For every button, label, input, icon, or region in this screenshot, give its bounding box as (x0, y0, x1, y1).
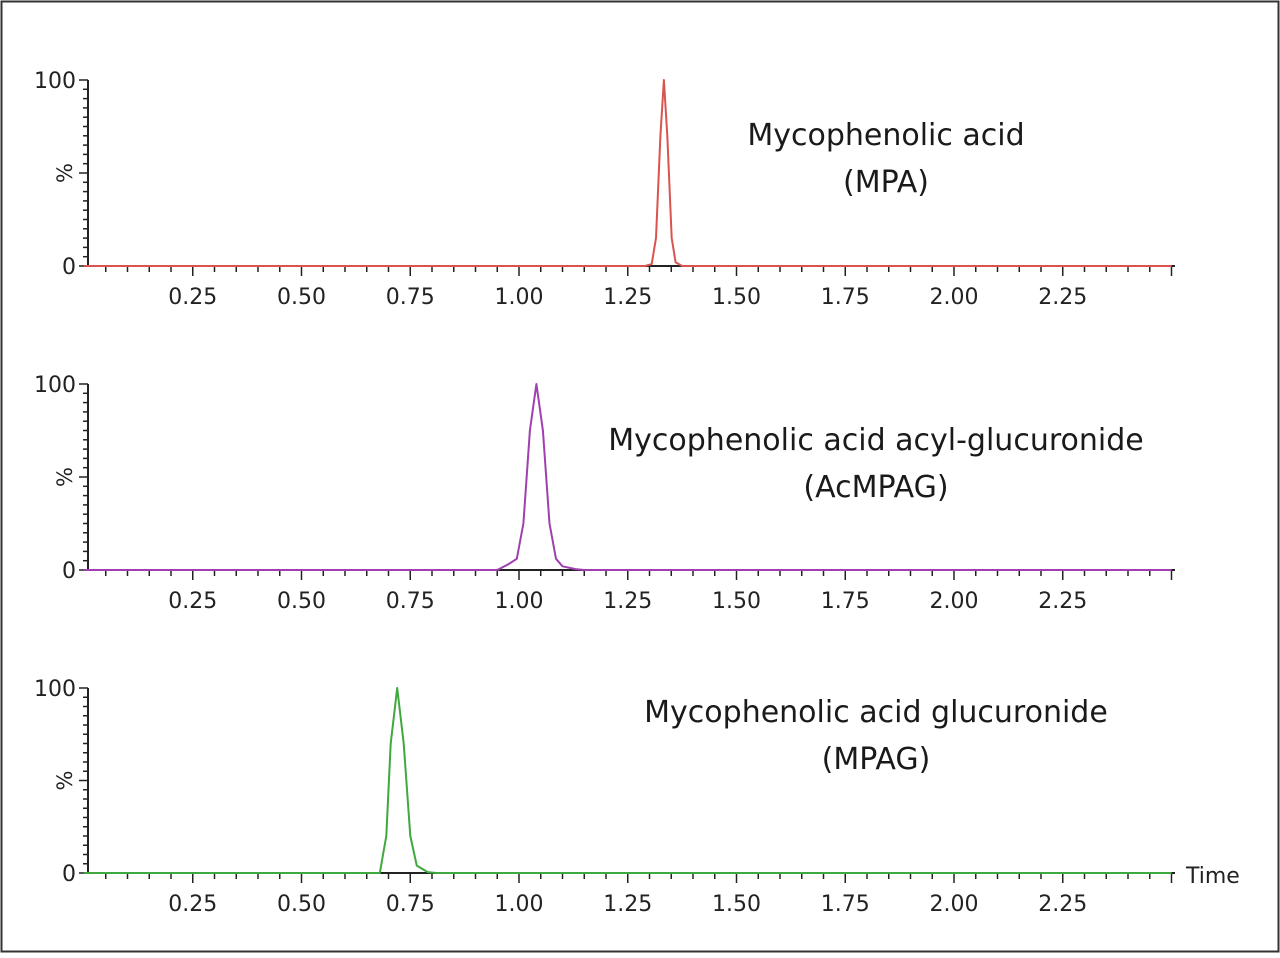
x-tick-label-0.75: 0.75 (386, 285, 435, 310)
x-tick-label-2.00: 2.00 (930, 285, 979, 310)
y-tick-label-100: 100 (34, 677, 76, 702)
x-axis-label-time: Time (1185, 864, 1240, 889)
x-tick-label-2.25: 2.25 (1038, 589, 1087, 614)
y-tick-label-0: 0 (62, 862, 76, 887)
x-tick-label-2.25: 2.25 (1038, 892, 1087, 917)
chromatogram-panel-1: 100 0% 0.25 0.50 0.75 1.00 1.25 1.50 1.75 2.00 2.2… (34, 69, 1175, 310)
chromatogram-panel-3: 100 0% 0.25 0.50 0.75 1.00 1.25 1.50 1.75 2.00 2.2… (34, 677, 1240, 917)
x-tick-label-0.25: 0.25 (168, 589, 217, 614)
x-tick-label-2.25: 2.25 (1038, 285, 1087, 310)
compound-name: Mycophenolic acid glucuronide (644, 695, 1108, 730)
x-tick-label-0.50: 0.50 (277, 892, 326, 917)
x-tick-label-0.75: 0.75 (386, 892, 435, 917)
chromatogram-trace-2 (84, 383, 1172, 571)
x-tick-label-1.50: 1.50 (712, 285, 761, 310)
x-tick-label-2.00: 2.00 (930, 892, 979, 917)
x-tick-label-1.75: 1.75 (821, 285, 870, 310)
x-tick-label-1.00: 1.00 (495, 285, 544, 310)
y-tick-label-0: 0 (62, 559, 76, 584)
y-tick-label-0: 0 (62, 255, 76, 280)
x-tick-label-1.25: 1.25 (603, 892, 652, 917)
x-tick-label-1.75: 1.75 (821, 589, 870, 614)
chromatogram-panel-2: 100 0% 0.25 0.50 0.75 1.00 1.25 1.50 1.75 2.00 2.2… (34, 373, 1175, 614)
x-tick-label-1.75: 1.75 (821, 892, 870, 917)
chromatogram-trace-1 (84, 79, 1172, 267)
x-tick-label-0.25: 0.25 (168, 892, 217, 917)
x-tick-label-0.50: 0.50 (277, 589, 326, 614)
compound-abbreviation: (AcMPAG) (803, 470, 948, 505)
compound-abbreviation: (MPA) (843, 165, 929, 200)
compound-abbreviation: (MPAG) (822, 742, 931, 777)
compound-name: Mycophenolic acid (747, 118, 1024, 153)
y-tick-label-100: 100 (34, 373, 76, 398)
x-tick-label-1.50: 1.50 (712, 589, 761, 614)
x-tick-label-0.75: 0.75 (386, 589, 435, 614)
x-tick-label-1.50: 1.50 (712, 892, 761, 917)
x-tick-label-1.25: 1.25 (603, 589, 652, 614)
x-tick-label-0.25: 0.25 (168, 285, 217, 310)
y-tick-label-100: 100 (34, 69, 76, 94)
y-axis-label: % (53, 467, 77, 487)
x-tick-label-1.00: 1.00 (495, 892, 544, 917)
compound-name: Mycophenolic acid acyl-glucuronide (608, 423, 1143, 458)
x-tick-label-0.50: 0.50 (277, 285, 326, 310)
x-tick-label-2.00: 2.00 (930, 589, 979, 614)
y-axis-label: % (53, 163, 77, 183)
x-tick-label-1.00: 1.00 (495, 589, 544, 614)
x-tick-label-1.25: 1.25 (603, 285, 652, 310)
y-axis-label: % (53, 771, 77, 791)
chromatogram-trace-3 (84, 687, 1172, 874)
